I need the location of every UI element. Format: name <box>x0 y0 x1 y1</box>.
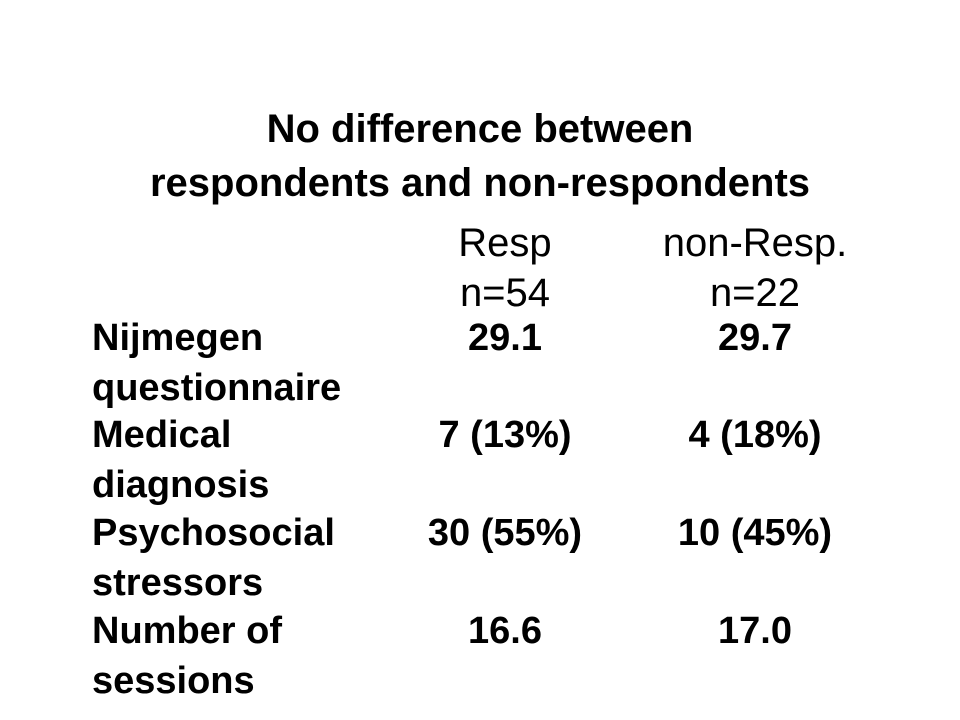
cell-non-resp-nijmegen: 29.7 <box>718 317 792 359</box>
cell-resp-number-of-sessions: 16.6 <box>468 610 542 652</box>
row-label-line-1: Medical <box>92 414 232 456</box>
column-header-non-resp: non-Resp. n=22 <box>630 218 880 318</box>
slide-title-line-1: No difference between <box>266 106 694 151</box>
row-label-number-of-sessions: Number of sessions <box>92 606 282 706</box>
cell-resp-medical-diagnosis: 7 (13%) <box>438 414 572 456</box>
column-header-resp-n: n=54 <box>459 271 551 315</box>
slide-title-line-2: respondents and non-respondents <box>149 160 811 205</box>
row-label-line-2: stressors <box>92 562 264 604</box>
cell-non-resp-medical-diagnosis: 4 (18%) <box>688 414 822 456</box>
row-label-line-1: Psychosocial <box>92 512 335 554</box>
column-header-resp: Resp n=54 <box>395 218 615 318</box>
column-header-non-resp-label: non-Resp. <box>662 221 848 265</box>
row-label-medical-diagnosis: Medical diagnosis <box>92 410 269 510</box>
cell-non-resp-psychosocial-stressors: 10 (45%) <box>677 512 833 554</box>
cell-resp-psychosocial-stressors: 30 (55%) <box>427 512 583 554</box>
row-label-psychosocial-stressors: Psychosocial stressors <box>92 508 335 608</box>
row-label-line-1: Number of <box>92 610 282 652</box>
row-label-line-2: questionnaire <box>92 367 342 409</box>
row-label-line-2: diagnosis <box>92 464 270 506</box>
cell-non-resp-number-of-sessions: 17.0 <box>718 610 792 652</box>
cell-resp-nijmegen: 29.1 <box>468 317 542 359</box>
row-label-nijmegen: Nijmegen questionnaire <box>92 313 341 413</box>
slide-title: No difference between respondents and no… <box>0 102 960 210</box>
row-label-line-1: Nijmegen <box>92 317 264 359</box>
column-header-non-resp-n: n=22 <box>709 271 801 315</box>
row-label-line-2: sessions <box>92 660 255 702</box>
column-header-resp-label: Resp <box>458 221 552 265</box>
